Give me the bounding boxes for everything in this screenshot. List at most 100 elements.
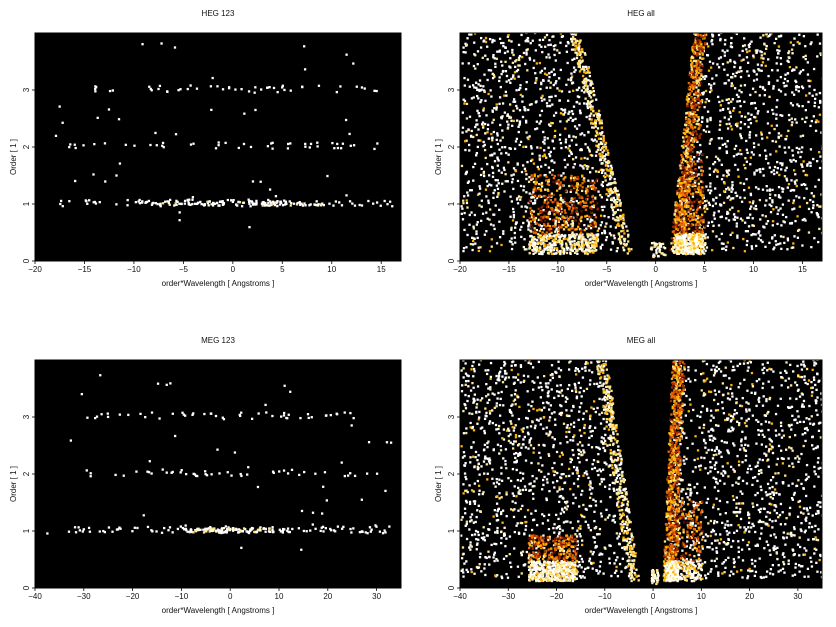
data-point — [559, 196, 563, 200]
data-point — [604, 146, 608, 149]
data-point — [815, 211, 818, 215]
data-point — [594, 187, 598, 190]
data-point — [782, 235, 785, 239]
data-point — [710, 220, 714, 224]
data-point — [504, 90, 508, 94]
data-point — [690, 65, 693, 69]
data-point — [358, 203, 361, 207]
data-point — [777, 136, 780, 139]
data-point — [149, 87, 152, 91]
data-point — [352, 416, 355, 420]
data-point — [466, 37, 469, 40]
data-point — [507, 123, 510, 126]
data-point — [722, 201, 726, 204]
data-point — [482, 85, 485, 88]
data-point — [627, 235, 630, 238]
data-point — [691, 112, 694, 116]
data-point — [727, 219, 731, 222]
data-point — [573, 57, 576, 60]
data-point — [519, 198, 522, 201]
data-point — [178, 211, 181, 214]
data-point — [568, 184, 571, 188]
data-point — [791, 188, 794, 192]
data-point — [248, 200, 251, 204]
data-point — [500, 60, 503, 63]
data-point — [538, 157, 541, 160]
data-point — [796, 103, 799, 106]
data-point — [694, 91, 697, 95]
data-point — [573, 247, 577, 250]
data-point — [591, 195, 594, 199]
data-point — [819, 205, 822, 208]
data-point — [687, 138, 690, 141]
data-point — [554, 230, 557, 233]
data-point — [690, 143, 693, 147]
data-point — [746, 61, 750, 64]
data-point — [698, 91, 701, 95]
data-point — [563, 111, 567, 114]
data-point — [797, 86, 801, 89]
data-point — [271, 141, 274, 144]
data-point — [711, 77, 714, 80]
data-point — [336, 146, 340, 150]
data-point — [703, 187, 706, 190]
data-point — [496, 187, 500, 191]
data-point — [686, 176, 689, 179]
data-point — [816, 204, 819, 207]
data-point — [548, 72, 551, 75]
data-point — [532, 218, 535, 222]
data-point — [736, 122, 739, 125]
data-point — [304, 204, 307, 207]
data-point — [693, 247, 696, 250]
data-point — [465, 130, 468, 133]
data-point — [498, 236, 502, 239]
data-point — [530, 209, 534, 213]
data-point — [388, 200, 392, 203]
data-point — [580, 157, 583, 160]
data-point — [505, 94, 508, 97]
data-point — [691, 109, 694, 113]
data-point — [619, 240, 622, 244]
data-point — [536, 239, 539, 242]
data-point — [476, 63, 479, 66]
data-point — [547, 123, 551, 126]
data-point — [586, 190, 589, 193]
data-point — [302, 529, 306, 533]
data-point — [540, 252, 543, 256]
data-point — [693, 138, 696, 141]
data-point — [591, 182, 594, 185]
data-point — [526, 37, 530, 40]
data-point — [627, 233, 630, 237]
data-point — [535, 62, 538, 65]
data-point — [278, 470, 281, 473]
data-point — [751, 224, 754, 227]
data-point — [273, 203, 277, 207]
data-point — [591, 166, 594, 170]
data-point — [695, 86, 698, 89]
data-point — [774, 194, 777, 197]
data-point — [694, 233, 697, 237]
data-point — [567, 238, 570, 242]
data-point — [697, 59, 700, 62]
data-point — [619, 216, 622, 220]
data-point — [701, 152, 704, 156]
data-point — [249, 145, 253, 149]
data-point — [690, 162, 693, 165]
data-point — [693, 200, 696, 203]
data-point — [482, 172, 485, 175]
data-point — [552, 176, 555, 180]
data-point — [691, 64, 695, 68]
data-point — [580, 216, 583, 219]
data-point — [556, 49, 559, 52]
data-point — [558, 250, 562, 253]
data-point — [573, 125, 577, 128]
data-point — [622, 216, 625, 220]
data-point — [691, 235, 694, 239]
data-point — [558, 183, 561, 186]
data-point — [86, 416, 89, 419]
data-point — [613, 177, 616, 181]
data-point — [578, 235, 582, 238]
data-point — [674, 223, 677, 227]
data-point — [706, 125, 709, 128]
data-point — [584, 143, 587, 146]
